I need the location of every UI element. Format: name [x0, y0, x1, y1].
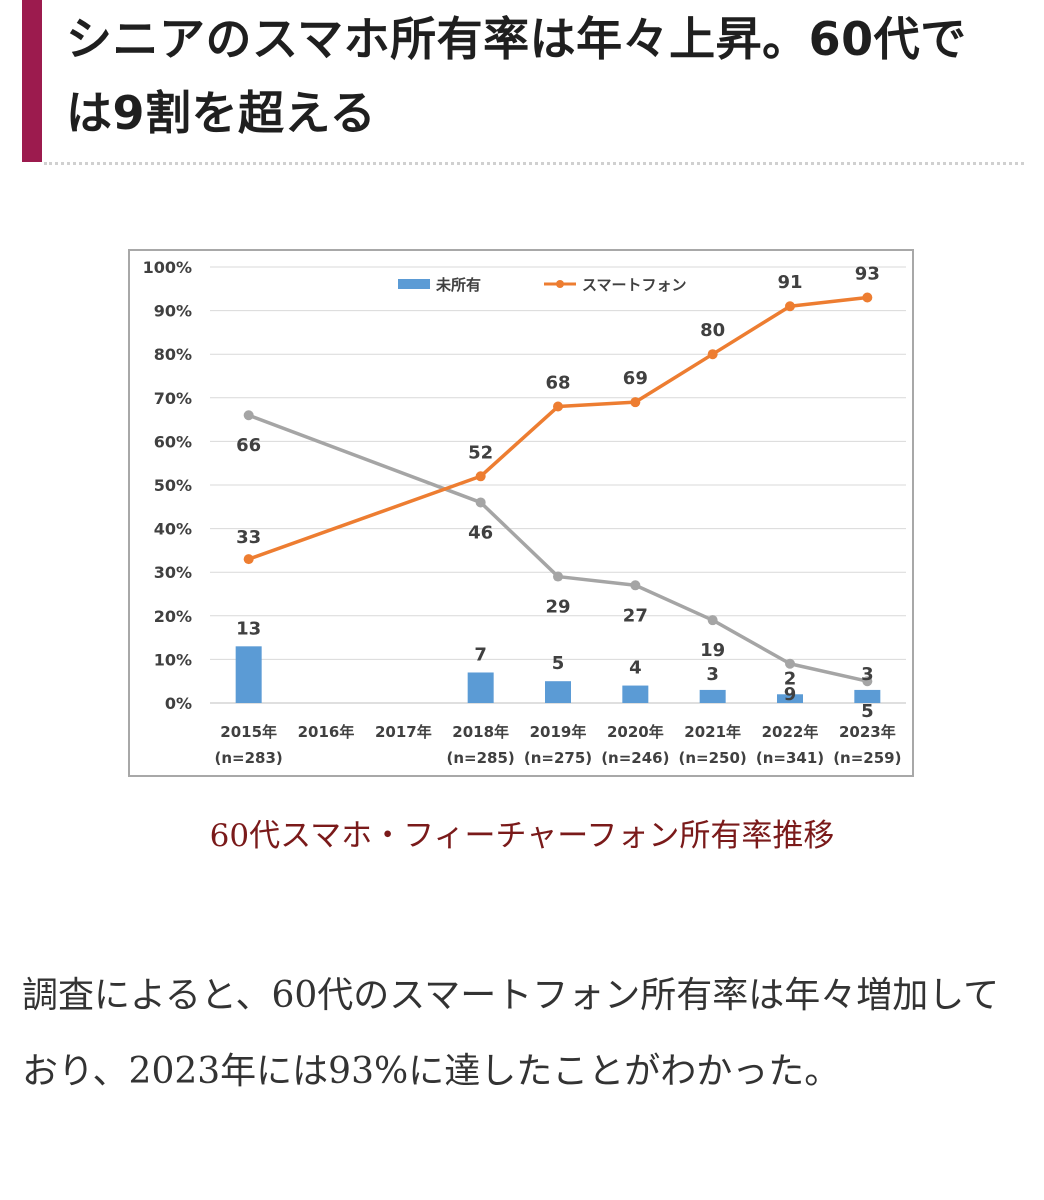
- bar-data-label: 7: [474, 644, 487, 665]
- smartphone-line: [248, 295, 868, 561]
- smartphone-data-label: 69: [623, 368, 648, 389]
- x-tick-label: 2015年: [220, 723, 277, 741]
- smartphone-data-label: 68: [545, 373, 570, 394]
- chart-svg: 0% 10% 20% 30% 40% 50% 60% 70% 80% 90% 100% 2015年 (n…: [143, 258, 906, 767]
- article-heading: シニアのスマホ所有率は年々上昇。60代では9割を超える: [22, 0, 1022, 162]
- smartphone-point: [707, 349, 718, 360]
- dotted-divider: [44, 162, 1024, 165]
- legend-label-smartphone: スマートフォン: [582, 276, 687, 294]
- bar-data-label: 2: [784, 668, 797, 689]
- bar-data-label: 4: [629, 658, 642, 679]
- feature-phone-data-label: 5: [861, 701, 874, 722]
- x-tick-label: 2022年: [762, 723, 819, 741]
- bar-data-label: 13: [236, 618, 261, 639]
- bar-mark: [777, 694, 803, 703]
- feature-phone-point: [243, 410, 254, 421]
- x-tick-sublabel: (n=283): [215, 749, 283, 767]
- x-tick-label: 2023年: [839, 723, 896, 741]
- feature-phone-point: [707, 615, 718, 626]
- smartphone-point: [243, 554, 254, 565]
- smartphone-point: [630, 397, 641, 408]
- smartphone-data-label: 52: [468, 442, 493, 463]
- x-tick-sublabel: (n=246): [601, 749, 669, 767]
- feature-phone-data-label: 27: [623, 605, 648, 626]
- x-tick-sublabel: (n=259): [833, 749, 901, 767]
- x-tick-sublabel: (n=250): [679, 749, 747, 767]
- x-tick-label: 2016年: [298, 723, 355, 741]
- section-title: シニアのスマホ所有率は年々上昇。60代では9割を超える: [66, 12, 967, 140]
- x-tick-label: 2020年: [607, 723, 664, 741]
- feature-phone-point: [862, 676, 873, 687]
- y-tick-label: 90%: [154, 302, 192, 321]
- bar-data-label: 3: [861, 664, 874, 685]
- smartphone-point: [862, 292, 873, 303]
- y-tick-label: 70%: [154, 389, 192, 408]
- bar-mark: [699, 689, 726, 703]
- legend-line-marker: [556, 280, 564, 288]
- feature-phone-point: [475, 497, 486, 508]
- y-tick-label: 0%: [165, 694, 192, 713]
- bar-mark: [854, 689, 881, 703]
- y-tick-label: 10%: [154, 650, 192, 669]
- feature-phone-point: [785, 658, 795, 669]
- x-tick-sublabel: (n=285): [447, 749, 515, 767]
- x-tick-sublabel: (n=275): [524, 749, 592, 767]
- article-paragraph: 調査によると、60代のスマートフォン所有率は年々増加しており、2023年には93…: [22, 975, 1000, 1092]
- feature-phone-data-label: 29: [545, 597, 570, 618]
- y-tick-label: 80%: [154, 345, 192, 364]
- bar-mark: [622, 685, 649, 703]
- chart-caption: 60代スマホ・フィーチャーフォン所有率推移: [209, 818, 835, 854]
- bar-mark: [235, 646, 262, 703]
- feature-phone-line: [248, 413, 868, 683]
- ownership-chart: 0% 10% 20% 30% 40% 50% 60% 70% 80% 90% 100% 2015年 (n…: [128, 249, 914, 777]
- feature-phone-data-label: 66: [236, 435, 261, 456]
- x-tick-label: 2021年: [684, 723, 741, 741]
- feature-phone-point: [553, 571, 563, 582]
- y-tick-label: 30%: [154, 563, 192, 582]
- y-tick-label: 50%: [154, 476, 192, 495]
- smartphone-data-label: 93: [855, 264, 880, 285]
- x-tick-label: 2018年: [452, 723, 509, 741]
- feature-phone-data-label: 19: [700, 640, 725, 661]
- feature-phone-data-label: 46: [468, 522, 493, 543]
- feature-phone-data-label: 9: [784, 684, 797, 705]
- bar-data-label: 5: [552, 653, 565, 674]
- smartphone-point: [553, 401, 563, 412]
- bar-mark: [545, 681, 571, 703]
- x-tick-label: 2017年: [375, 723, 432, 741]
- y-tick-label: 100%: [143, 258, 192, 277]
- smartphone-data-label: 80: [700, 320, 725, 341]
- x-tick-sublabel: (n=341): [756, 749, 824, 767]
- y-tick-label: 20%: [154, 607, 192, 626]
- smartphone-point: [785, 301, 795, 312]
- legend-label-bar: 未所有: [435, 276, 481, 294]
- heading-accent-bar: [22, 0, 42, 162]
- legend-bar-swatch: [398, 279, 430, 289]
- x-tick-label: 2019年: [530, 723, 587, 741]
- y-tick-label: 40%: [154, 520, 192, 539]
- y-tick-label: 60%: [154, 432, 192, 451]
- bar-mark: [467, 672, 494, 703]
- feature-phone-point: [630, 580, 641, 591]
- smartphone-data-label: 33: [236, 527, 261, 548]
- bar-data-label: 3: [706, 664, 719, 685]
- smartphone-point: [475, 471, 486, 482]
- smartphone-data-label: 91: [777, 272, 802, 293]
